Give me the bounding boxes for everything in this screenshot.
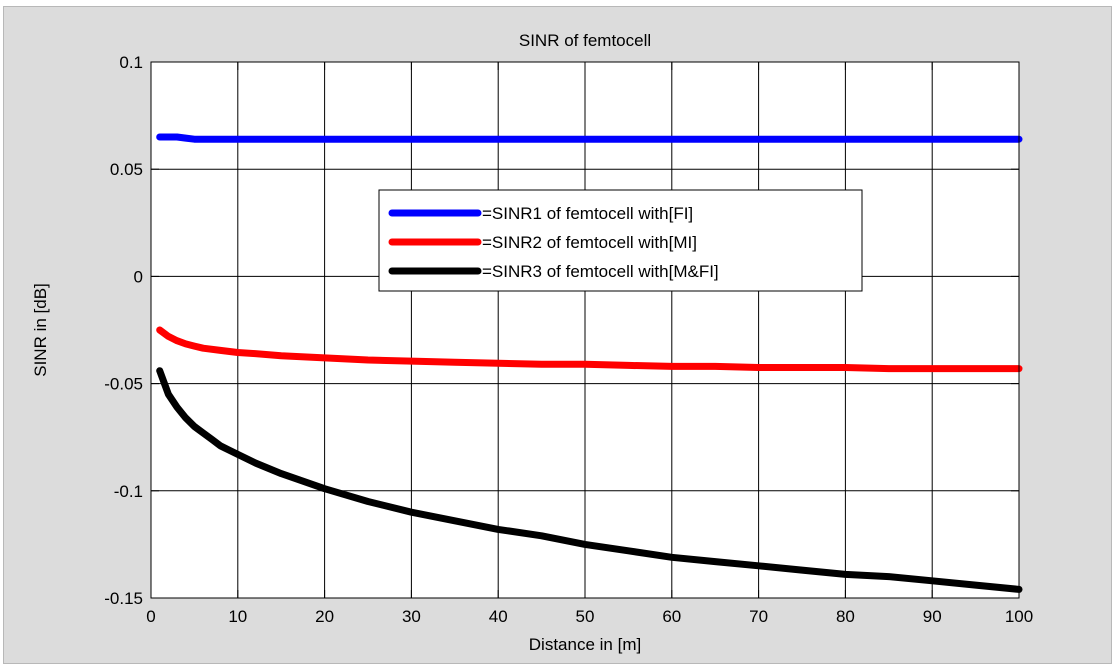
- x-tick-label: 100: [1005, 607, 1033, 626]
- legend-label-1: =SINR1 of femtocell with[FI]: [482, 204, 693, 223]
- x-axis-label: Distance in [m]: [529, 635, 641, 654]
- x-tick-label: 70: [749, 607, 768, 626]
- x-tick-label: 0: [146, 607, 155, 626]
- x-tick-label: 10: [228, 607, 247, 626]
- axis-ticks: [150, 61, 1020, 599]
- x-tick-label: 30: [402, 607, 421, 626]
- y-tick-label: -0.05: [104, 375, 143, 394]
- x-tick-label: 80: [836, 607, 855, 626]
- y-tick-labels: 0.1 0.05 0 -0.05 -0.1 -0.15: [104, 53, 143, 608]
- chart-title: SINR of femtocell: [519, 31, 651, 50]
- legend-label-3: =SINR3 of femtocell with[M&FI]: [482, 262, 719, 281]
- series-line-1: [156, 133, 1023, 143]
- y-axis-label: SINR in [dB]: [31, 283, 50, 377]
- x-tick-label: 20: [315, 607, 334, 626]
- series-line-2: [156, 326, 1023, 373]
- x-tick-label: 50: [576, 607, 595, 626]
- series-line-3: [156, 367, 1023, 593]
- x-tick-label: 40: [489, 607, 508, 626]
- y-tick-label: -0.1: [114, 482, 143, 501]
- y-tick-label: 0.1: [119, 53, 143, 72]
- y-tick-label: -0.15: [104, 589, 143, 608]
- legend: =SINR1 of femtocell with[FI] =SINR2 of fe…: [378, 189, 863, 292]
- x-tick-label: 60: [662, 607, 681, 626]
- y-tick-label: 0: [134, 267, 143, 286]
- legend-label-2: =SINR2 of femtocell with[MI]: [482, 233, 697, 252]
- x-tick-label: 90: [923, 607, 942, 626]
- series-layer: [156, 133, 1023, 593]
- y-tick-label: 0.05: [110, 160, 143, 179]
- x-tick-labels: 0 10 20 30 40 50 60 70 80 90 100: [146, 607, 1033, 626]
